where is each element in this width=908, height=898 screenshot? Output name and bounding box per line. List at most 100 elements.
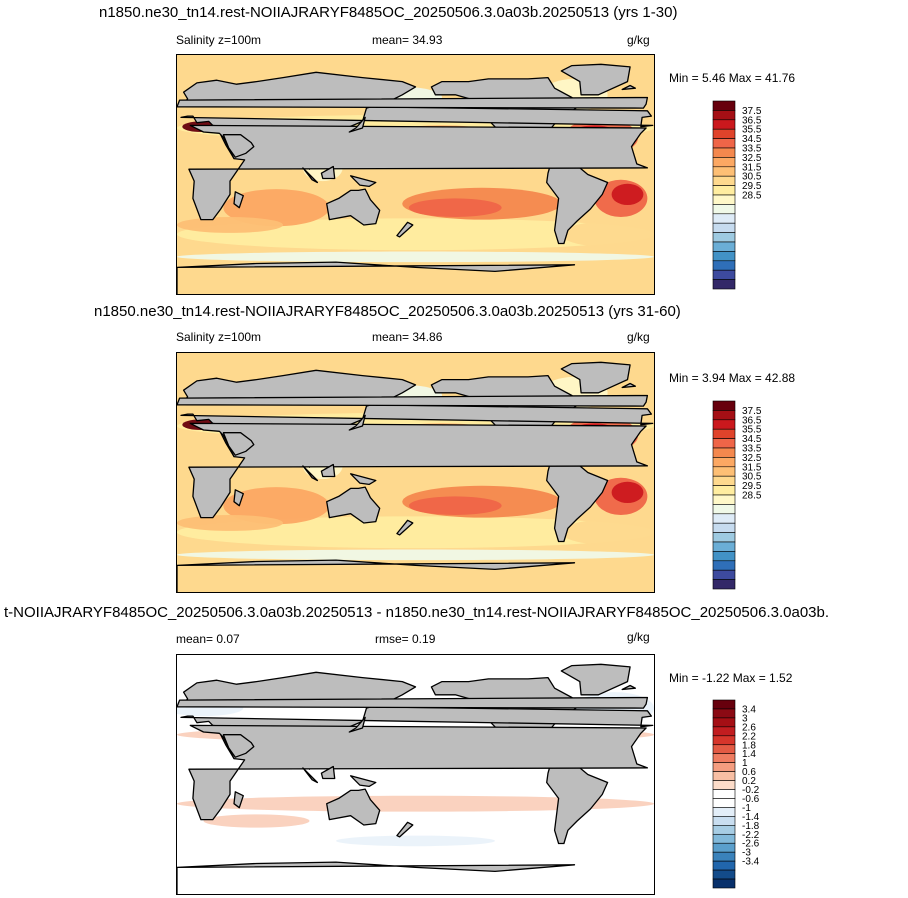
colorbar-tick-label: 0.2 bbox=[742, 776, 756, 787]
colorbar-swatch bbox=[712, 753, 736, 763]
land-mass bbox=[177, 861, 576, 894]
ocean-field-patch bbox=[611, 183, 644, 206]
colorbar-swatch bbox=[712, 260, 736, 271]
panel1-colorbar: 37.5 36.5 35.5 34.5 33.5 32.5 31.5 30.5 29.5 28.5 bbox=[712, 100, 774, 290]
colorbar-tick-label: 33.5 bbox=[742, 144, 762, 155]
panel3-colorbar: 3.4 3 2.6 2.2 1.8 1.4 1 0.6 0.2 -0.2 -0.6 -1 -1.4 -1.… bbox=[712, 699, 774, 889]
colorbar-tick-label: 34.5 bbox=[742, 134, 762, 145]
panel1-mean-label: mean= 34.93 bbox=[372, 33, 443, 47]
colorbar-swatch bbox=[712, 175, 736, 186]
land-mass bbox=[302, 167, 319, 184]
colorbar-swatch bbox=[712, 194, 736, 205]
land-mass bbox=[233, 791, 244, 809]
land-mass bbox=[326, 188, 381, 226]
panel1-units-label: g/kg bbox=[627, 33, 650, 47]
colorbar-swatch bbox=[712, 878, 736, 889]
colorbar-swatch bbox=[712, 419, 736, 430]
colorbar-tick-label: 35.5 bbox=[742, 125, 762, 136]
colorbar-swatch bbox=[712, 717, 736, 728]
colorbar-swatch bbox=[712, 789, 736, 799]
colorbar-swatch bbox=[712, 522, 736, 533]
colorbar-tick-label: 28.5 bbox=[742, 191, 762, 202]
panel2-variable-label: Salinity z=100m bbox=[176, 330, 262, 344]
colorbar-tick-label: -1.4 bbox=[742, 812, 760, 823]
colorbar-tick-label: 35.5 bbox=[742, 425, 762, 436]
land-mass bbox=[348, 716, 366, 733]
colorbar-swatch bbox=[712, 833, 736, 844]
colorbar-tick-label: 31.5 bbox=[742, 162, 762, 173]
land-mass bbox=[349, 473, 377, 486]
ocean-field-patch bbox=[177, 251, 654, 263]
colorbar-tick-label: -2.6 bbox=[742, 839, 760, 850]
panel3-map bbox=[176, 654, 655, 895]
panel2-colorbar: 37.5 36.5 35.5 34.5 33.5 32.5 31.5 30.5 29.5 28.5 bbox=[712, 400, 774, 590]
ocean-field-patch bbox=[561, 518, 654, 546]
colorbar-tick-label: 0.6 bbox=[742, 767, 756, 778]
colorbar-tick-label: -2.2 bbox=[742, 830, 760, 841]
land-mass bbox=[326, 788, 381, 826]
ocean-field-patch bbox=[177, 795, 654, 812]
colorbar-swatch bbox=[712, 147, 736, 158]
colorbar-swatch bbox=[712, 504, 736, 515]
colorbar-swatch bbox=[712, 708, 736, 719]
colorbar-tick-label: 33.5 bbox=[742, 444, 762, 455]
colorbar-swatch bbox=[712, 569, 736, 580]
colorbar-swatch bbox=[712, 428, 736, 439]
colorbar-swatch bbox=[712, 699, 736, 710]
panel2-map bbox=[176, 352, 655, 593]
land-mass bbox=[348, 116, 366, 133]
land-mass bbox=[222, 734, 255, 758]
ocean-field-patch bbox=[611, 481, 644, 504]
land-mass bbox=[177, 96, 649, 109]
land-mass bbox=[560, 63, 631, 96]
colorbar-swatch bbox=[712, 807, 736, 817]
ocean-field-patch bbox=[223, 189, 330, 227]
colorbar-swatch bbox=[712, 735, 736, 746]
colorbar-swatch bbox=[712, 726, 736, 737]
panel1-variable-label: Salinity z=100m bbox=[176, 33, 262, 47]
land-mass bbox=[233, 191, 244, 209]
colorbar-tick-label: -3 bbox=[742, 848, 751, 859]
colorbar-swatch bbox=[712, 780, 736, 790]
colorbar-swatch bbox=[712, 475, 736, 486]
land-mass bbox=[348, 414, 366, 431]
colorbar-swatch bbox=[712, 157, 736, 168]
colorbar-swatch bbox=[712, 128, 736, 139]
colorbar-tick-label: 31.5 bbox=[742, 462, 762, 473]
panel2-title: n1850.ne30_tn14.rest-NOIIAJRARYF8485OC_2… bbox=[94, 303, 681, 320]
colorbar-swatch bbox=[712, 842, 736, 853]
colorbar-tick-label: 29.5 bbox=[742, 481, 762, 492]
land-mass bbox=[396, 519, 414, 536]
ocean-field-patch bbox=[177, 514, 283, 531]
colorbar-swatch bbox=[712, 816, 736, 826]
colorbar-tick-label: -0.2 bbox=[742, 785, 760, 796]
colorbar-swatch bbox=[712, 100, 736, 111]
ocean-field-patch bbox=[336, 835, 495, 847]
colorbar-swatch bbox=[712, 279, 736, 290]
ocean-field-patch bbox=[561, 220, 654, 248]
land-mass bbox=[560, 361, 631, 394]
colorbar-swatch bbox=[712, 541, 736, 552]
colorbar-swatch bbox=[712, 851, 736, 862]
land-mass bbox=[177, 261, 576, 294]
colorbar-swatch bbox=[712, 494, 736, 505]
panel3-title: t-NOIIAJRARYF8485OC_20250506.3.0a03b.202… bbox=[4, 604, 830, 621]
colorbar-tick-label: 36.5 bbox=[742, 415, 762, 426]
ocean-field-patch bbox=[203, 814, 310, 828]
land-mass bbox=[320, 165, 336, 180]
colorbar-swatch bbox=[712, 185, 736, 196]
colorbar-swatch bbox=[712, 551, 736, 562]
panel2-minmax-label: Min = 3.94 Max = 42.88 bbox=[669, 371, 796, 385]
ocean-field-patch bbox=[408, 198, 502, 217]
colorbar-swatch bbox=[712, 771, 736, 781]
land-mass bbox=[349, 175, 377, 188]
colorbar-swatch bbox=[712, 457, 736, 468]
panel2-units-label: g/kg bbox=[627, 330, 650, 344]
land-mass bbox=[302, 767, 319, 784]
ocean-field-patch bbox=[177, 218, 654, 251]
colorbar-swatch bbox=[712, 251, 736, 262]
colorbar-swatch bbox=[712, 532, 736, 543]
panel1-minmax-label: Min = 5.46 Max = 41.76 bbox=[669, 71, 796, 85]
colorbar-swatch bbox=[712, 579, 736, 590]
colorbar-tick-label: -1.8 bbox=[742, 821, 760, 832]
